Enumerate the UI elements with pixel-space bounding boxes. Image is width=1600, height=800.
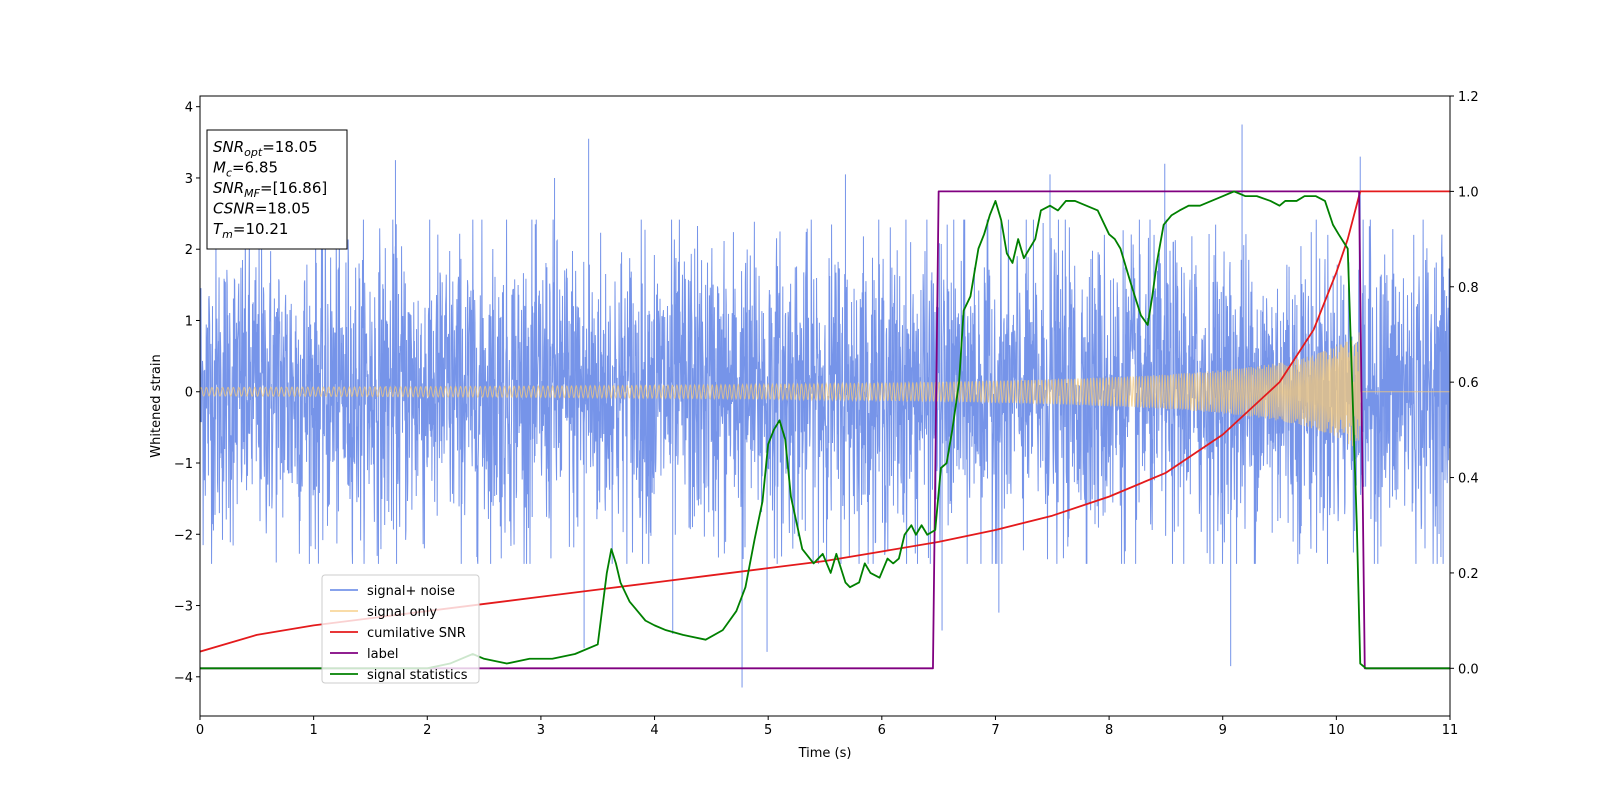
plot-frame — [199, 95, 1451, 717]
x-tick-label: 0 — [196, 723, 204, 738]
x-axis-label: Time (s) — [798, 746, 852, 761]
y-axis-label: Whitened strain — [149, 354, 164, 457]
y-tick-label: −4 — [174, 671, 193, 686]
legend-label: signal+ noise — [367, 584, 455, 599]
plot-area — [200, 124, 1450, 688]
legend-label: label — [367, 647, 398, 662]
y-tick-label: 2 — [185, 243, 193, 258]
y-tick-label: −1 — [174, 457, 193, 472]
y-tick-label: 4 — [185, 101, 193, 116]
x-tick-label: 6 — [878, 723, 886, 738]
y-tick-label: −2 — [174, 528, 193, 543]
info-box-frame — [206, 129, 348, 250]
x-tick-label: 4 — [650, 723, 658, 738]
info-line: CSNR=18.05 — [213, 200, 310, 218]
y-tick-label: −3 — [174, 600, 193, 615]
y2-tick-label: 1.2 — [1458, 90, 1479, 105]
info-box: SNRopt=18.05Mc=6.85SNRMF=[16.86]CSNR=18.… — [206, 129, 348, 250]
legend-frame — [321, 574, 480, 684]
x-tick-label: 7 — [991, 723, 999, 738]
info-line: SNRMF=[16.86] — [213, 179, 327, 200]
y2-tick-label: 0.6 — [1458, 376, 1479, 391]
x-tick-label: 10 — [1328, 723, 1345, 738]
legend-label: cumilative SNR — [367, 626, 466, 641]
x-tick-label: 5 — [764, 723, 772, 738]
y2-tick-label: 0.8 — [1458, 281, 1479, 296]
x-tick-label: 2 — [423, 723, 431, 738]
x-tick-label: 1 — [309, 723, 317, 738]
legend-label: signal statistics — [367, 668, 468, 683]
y2-tick-label: 1.0 — [1458, 185, 1479, 200]
y2-tick-label: 0.2 — [1458, 567, 1479, 582]
legend-label: signal only — [367, 605, 437, 620]
x-tick-label: 9 — [1219, 723, 1227, 738]
axes: 0 1 2 3 4 5 6 7 8 9 10 11 −4 −3 −2 −1 0 1 2 3 4 0.0 0.2 0.4 0.6 0… — [174, 90, 1479, 738]
y2-tick-label: 0.0 — [1458, 662, 1479, 677]
info-line: SNRopt=18.05 — [213, 138, 318, 159]
legend: signal+ noise signal only cumilative SNR la… — [321, 574, 480, 684]
info-line: Mc=6.85 — [213, 159, 278, 180]
y2-tick-label: 0.4 — [1458, 472, 1479, 487]
x-tick-label: 11 — [1442, 723, 1459, 738]
y-tick-label: 1 — [185, 314, 193, 329]
info-line: Tm=10.21 — [213, 220, 288, 241]
y-tick-label: 3 — [185, 172, 193, 187]
series-signal-only — [200, 332, 1450, 447]
series-signal-statistics — [200, 190, 1450, 670]
series-signal-noise — [200, 124, 1450, 688]
x-tick-label: 3 — [537, 723, 545, 738]
y-tick-label: 0 — [185, 386, 193, 401]
x-tick-label: 8 — [1105, 723, 1113, 738]
